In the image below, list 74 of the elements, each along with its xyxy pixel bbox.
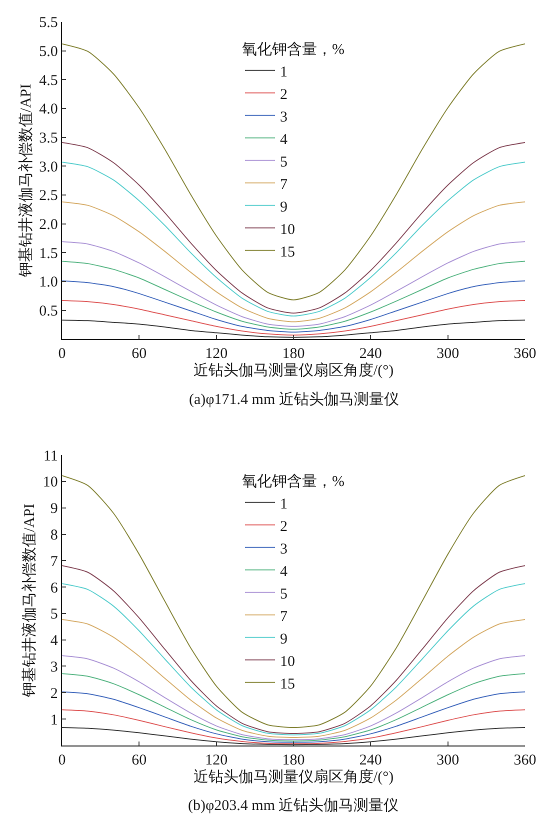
- x-tick-label: 300: [436, 752, 460, 769]
- y-tick-label: 1.0: [39, 274, 58, 291]
- y-tick-label: 5.5: [39, 15, 58, 32]
- x-tick-label: 360: [514, 752, 536, 769]
- legend-label: 4: [280, 564, 288, 580]
- legend-label: 10: [280, 654, 295, 670]
- legend-label: 1: [280, 64, 288, 80]
- line-series: [62, 260, 525, 330]
- x-tick-label: 120: [205, 752, 228, 769]
- y-tick-label: 2.5: [39, 188, 58, 204]
- x-axis-title: 近钻头伽马测量仪扇区角度/(°): [193, 362, 394, 380]
- line-series: [62, 43, 525, 300]
- legend-label: 5: [280, 154, 288, 170]
- line-series: [62, 280, 525, 333]
- x-tick-label: 360: [514, 346, 536, 362]
- y-tick-label: 3.0: [39, 159, 58, 176]
- x-tick-label: 180: [282, 346, 305, 362]
- legend-label: 1: [280, 496, 288, 512]
- x-tick-label: 180: [282, 752, 305, 769]
- y-tick-label: 9: [50, 501, 58, 518]
- y-tick-label: 8: [50, 528, 58, 544]
- y-axis-title: 钾基钻井液伽马补偿数值/API: [21, 504, 38, 698]
- legend-title: 氧化钾含量，%: [242, 473, 344, 490]
- line-series: [62, 320, 525, 338]
- x-axis-title: 近钻头伽马测量仪扇区角度/(°): [193, 768, 394, 786]
- legend-label: 9: [280, 199, 288, 216]
- line-series: [62, 201, 525, 322]
- legend-label: 5: [280, 586, 288, 602]
- x-tick-label: 0: [58, 752, 66, 769]
- legend-label: 7: [280, 608, 288, 625]
- x-tick-label: 240: [359, 752, 382, 769]
- y-tick-label: 11: [43, 448, 58, 464]
- text: (b)φ203.4 mm 近钻头伽马测量仪: [188, 797, 399, 814]
- y-axis-title: 钾基钻井液伽马补偿数值/API: [17, 84, 34, 278]
- x-tick-label: 60: [132, 346, 147, 362]
- y-tick-label: 6: [50, 580, 58, 596]
- y-tick-label: 5: [50, 606, 58, 623]
- legend-label: 2: [280, 86, 288, 103]
- legend-label: 3: [280, 541, 288, 558]
- line-series: [62, 619, 525, 738]
- x-tick-label: 300: [436, 346, 460, 362]
- x-tick-label: 0: [58, 346, 66, 362]
- line-series: [62, 691, 525, 743]
- y-tick-label: 0.5: [39, 304, 58, 320]
- y-tick-label: 4: [50, 633, 58, 650]
- line-series: [62, 673, 525, 742]
- legend-label: 2: [280, 518, 288, 535]
- line-series: [62, 241, 525, 327]
- y-tick-label: 1.5: [39, 246, 58, 262]
- legend-label: 4: [280, 132, 288, 148]
- y-tick-label: 4.0: [39, 102, 58, 118]
- y-tick-label: 3: [50, 659, 58, 676]
- legend-label: 3: [280, 109, 288, 126]
- legend-label: 10: [280, 222, 295, 238]
- line-series: [62, 300, 525, 336]
- y-tick-label: 3.5: [39, 130, 58, 147]
- legend-title: 氧化钾含量，%: [242, 41, 344, 58]
- y-tick-label: 10: [42, 474, 58, 491]
- y-tick-label: 5.0: [39, 44, 58, 60]
- x-tick-label: 240: [359, 346, 382, 362]
- legend-label: 15: [280, 676, 295, 692]
- text: (a)φ171.4 mm 近钻头伽马测量仪: [189, 391, 399, 408]
- legend-label: 15: [280, 244, 295, 260]
- line-series: [62, 475, 525, 728]
- x-tick-label: 120: [205, 346, 228, 362]
- legend-label: 7: [280, 176, 288, 193]
- y-tick-label: 1: [50, 712, 58, 728]
- x-tick-label: 60: [132, 752, 147, 769]
- line-series: [62, 655, 525, 740]
- y-tick-label: 7: [50, 554, 58, 570]
- y-tick-label: 2: [50, 686, 58, 702]
- legend-label: 9: [280, 631, 288, 648]
- y-tick-label: 2.0: [39, 217, 58, 234]
- y-tick-label: 4.5: [39, 72, 58, 89]
